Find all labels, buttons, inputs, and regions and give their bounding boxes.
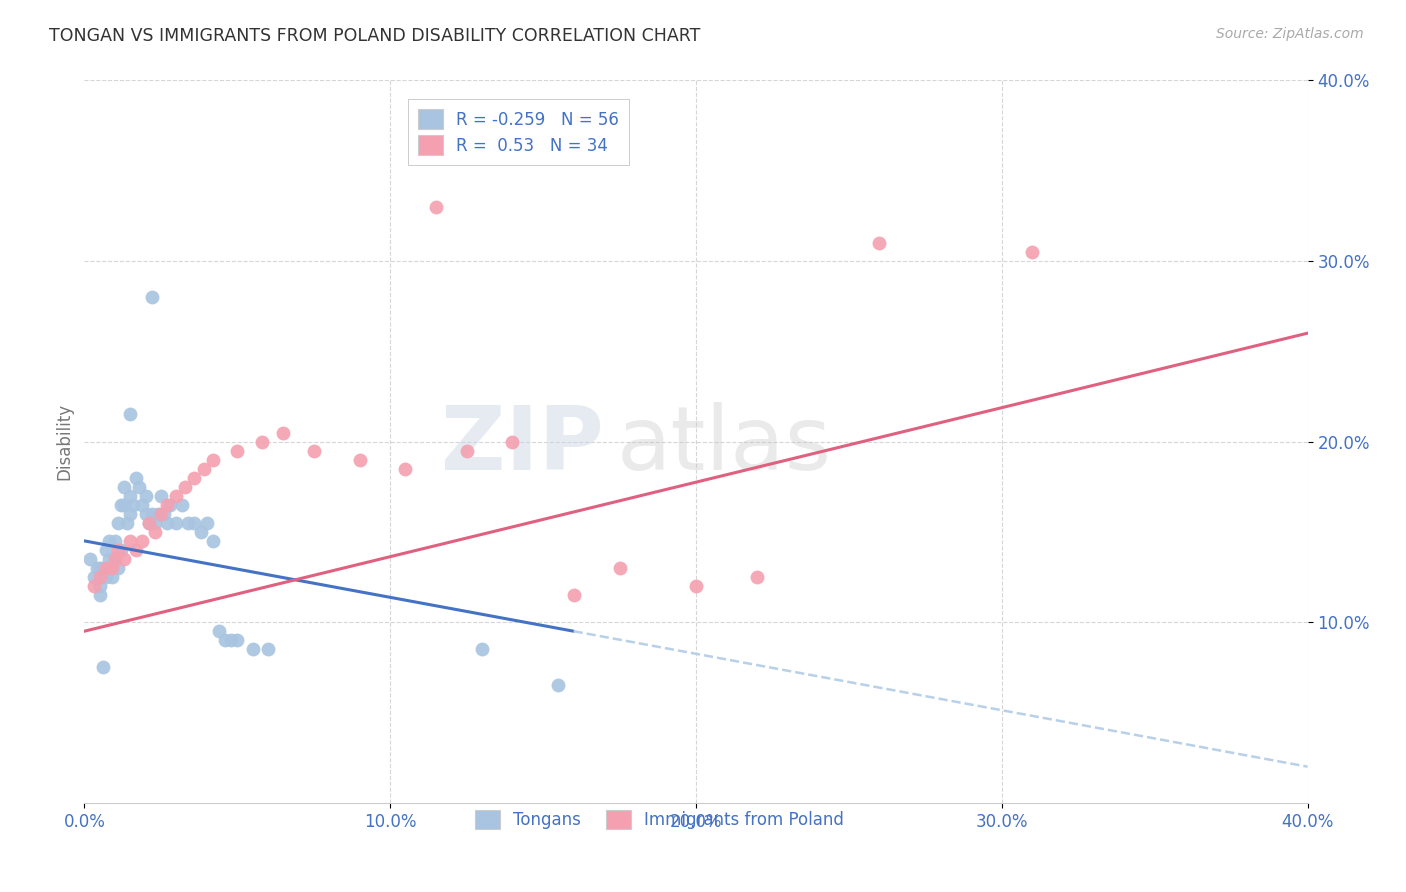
Point [131, 498, 153, 512]
Point [110, 542, 132, 557]
Point [86, 561, 108, 575]
Point [135, 507, 157, 521]
Point [125, 471, 148, 485]
Point [110, 498, 132, 512]
Point [165, 516, 187, 530]
Point [104, 552, 127, 566]
Point [609, 561, 631, 575]
Point [138, 516, 160, 530]
Point [89, 570, 111, 584]
Point [107, 516, 129, 530]
Point [219, 633, 242, 648]
Point [91, 660, 114, 674]
Point [120, 533, 142, 548]
Point [183, 516, 205, 530]
Point [271, 425, 294, 440]
Point [547, 678, 569, 692]
Point [131, 533, 153, 548]
Point [107, 542, 129, 557]
Point [201, 533, 224, 548]
Point [89, 579, 111, 593]
Point [226, 443, 249, 458]
Point [869, 235, 891, 250]
Point [208, 624, 231, 639]
Text: Source: ZipAtlas.com: Source: ZipAtlas.com [1216, 27, 1364, 41]
Point [138, 516, 160, 530]
Point [94, 542, 117, 557]
Point [83, 570, 105, 584]
Point [91, 561, 114, 575]
Point [143, 524, 166, 539]
Point [195, 516, 218, 530]
Point [425, 200, 447, 214]
Point [79, 552, 101, 566]
Point [101, 561, 124, 575]
Point [125, 542, 148, 557]
Point [165, 489, 187, 503]
Point [104, 552, 127, 566]
Point [177, 516, 200, 530]
Point [101, 570, 124, 584]
Point [83, 579, 105, 593]
Point [112, 498, 135, 512]
Point [159, 498, 181, 512]
Legend: Tongans, Immigrants from Poland: Tongans, Immigrants from Poland [467, 802, 852, 838]
Point [250, 434, 273, 449]
Point [156, 516, 179, 530]
Point [1021, 244, 1043, 259]
Point [120, 507, 142, 521]
Point [122, 498, 145, 512]
Point [104, 533, 127, 548]
Point [214, 633, 236, 648]
Point [183, 471, 205, 485]
Point [174, 480, 197, 494]
Point [456, 443, 478, 458]
Point [141, 507, 163, 521]
Point [146, 507, 169, 521]
Point [120, 489, 142, 503]
Point [141, 290, 163, 304]
Point [226, 633, 249, 648]
Point [112, 480, 135, 494]
Point [149, 507, 172, 521]
Point [128, 480, 150, 494]
Point [193, 461, 215, 475]
Point [502, 434, 524, 449]
Point [143, 516, 166, 530]
Point [302, 443, 325, 458]
Point [115, 516, 138, 530]
Point [135, 489, 157, 503]
Point [112, 552, 135, 566]
Point [156, 498, 179, 512]
Point [101, 561, 124, 575]
Point [201, 452, 224, 467]
Point [153, 507, 176, 521]
Point [120, 408, 142, 422]
Point [349, 452, 371, 467]
Point [190, 524, 212, 539]
Point [471, 642, 494, 657]
Point [107, 561, 129, 575]
Point [394, 461, 416, 475]
Point [242, 642, 264, 657]
Point [562, 588, 585, 602]
Text: atlas: atlas [616, 401, 831, 489]
Point [94, 561, 117, 575]
Point [94, 570, 117, 584]
Point [89, 588, 111, 602]
Text: ZIP: ZIP [441, 401, 605, 489]
Point [97, 552, 120, 566]
Point [97, 533, 120, 548]
Y-axis label: Disability: Disability [55, 403, 73, 480]
Point [97, 561, 120, 575]
Point [747, 570, 769, 584]
Point [685, 579, 707, 593]
Point [172, 498, 194, 512]
Point [257, 642, 280, 657]
Point [149, 489, 172, 503]
Point [89, 561, 111, 575]
Text: TONGAN VS IMMIGRANTS FROM POLAND DISABILITY CORRELATION CHART: TONGAN VS IMMIGRANTS FROM POLAND DISABIL… [49, 27, 700, 45]
